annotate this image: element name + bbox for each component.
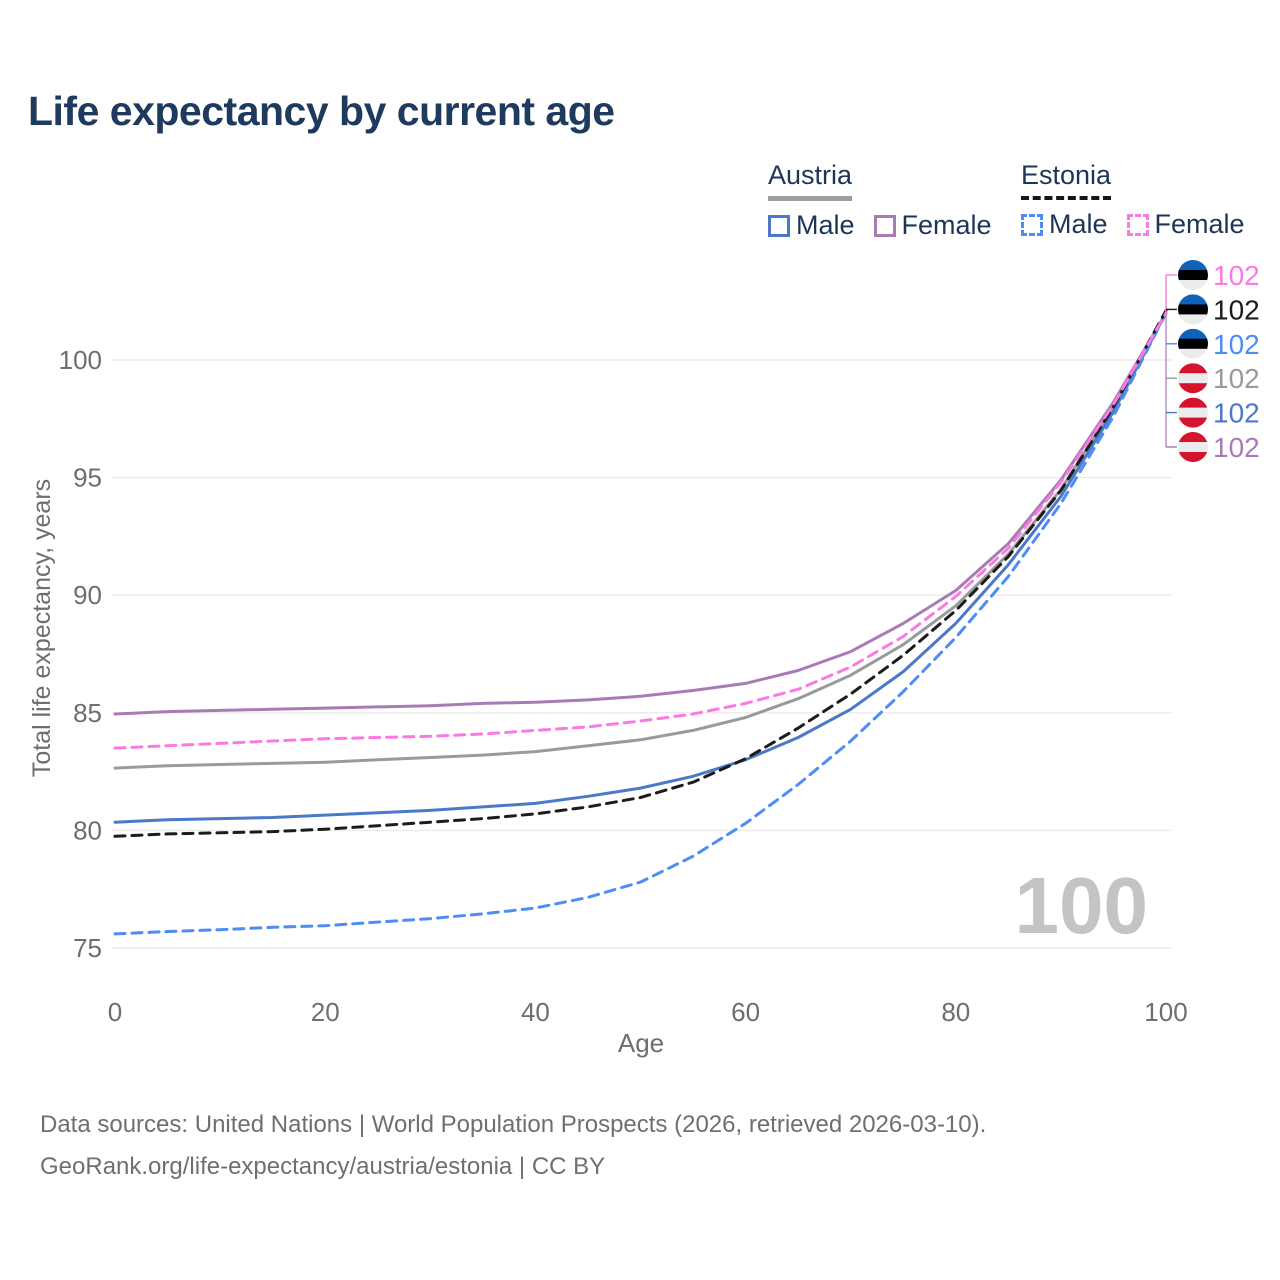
y-tick-75: 75	[73, 933, 102, 963]
end-label-3: 102	[1213, 363, 1260, 394]
legend-austria: Austria Male Female	[768, 160, 992, 241]
austria-flag-icon	[1178, 363, 1208, 394]
estonia-flag-icon	[1178, 260, 1208, 290]
y-tick-95: 95	[73, 463, 102, 493]
current-age-counter: 100	[1014, 861, 1148, 950]
x-tick-80: 80	[941, 997, 970, 1027]
legend-estonia-female-label: Female	[1154, 209, 1245, 239]
series-line-austria-both	[113, 311, 1168, 770]
legend-austria-male[interactable]: Male	[768, 210, 855, 241]
x-tick-100: 100	[1144, 997, 1187, 1027]
y-tick-85: 85	[73, 698, 102, 728]
series-line-austria-male	[113, 311, 1168, 824]
legend-estonia-female[interactable]: Female	[1126, 209, 1245, 240]
series-line-estonia-both	[113, 309, 1168, 838]
end-label-4: 102	[1213, 398, 1260, 429]
legend-estonia: Estonia Male Female	[1021, 160, 1245, 240]
legend-estonia-male-label: Male	[1049, 209, 1108, 239]
legend-austria-header: Austria	[768, 160, 853, 201]
estonia-male-swatch-icon	[1021, 213, 1043, 236]
austria-male-swatch-icon	[768, 214, 790, 237]
x-tick-0: 0	[108, 997, 122, 1027]
austria-female-swatch-icon	[873, 214, 896, 237]
x-tick-60: 60	[731, 997, 760, 1027]
page-title: Life expectancy by current age	[28, 88, 615, 134]
end-label-1: 102	[1213, 294, 1260, 325]
end-label-2: 102	[1213, 329, 1260, 360]
y-tick-90: 90	[73, 580, 102, 610]
austria-flag-icon	[1178, 397, 1208, 428]
end-label-5: 102	[1213, 432, 1260, 463]
y-tick-100: 100	[59, 345, 102, 375]
series-line-austria-female	[113, 311, 1168, 716]
footer-line-2: GeoRank.org/life-expectancy/austria/esto…	[40, 1153, 606, 1180]
x-axis-title: Age	[618, 1028, 664, 1058]
legend-austria-male-label: Male	[796, 210, 855, 240]
estonia-female-swatch-icon	[1126, 213, 1149, 236]
x-tick-40: 40	[521, 997, 550, 1027]
legend-estonia-header: Estonia	[1021, 160, 1112, 200]
series-line-estonia-female	[113, 311, 1168, 750]
x-tick-20: 20	[311, 997, 340, 1027]
y-tick-80: 80	[73, 815, 102, 845]
estonia-flag-icon	[1178, 294, 1208, 325]
data-sources-footer: Data sources: United Nations | World Pop…	[40, 1104, 986, 1188]
austria-flag-icon	[1178, 432, 1208, 462]
legend-estonia-male[interactable]: Male	[1021, 209, 1108, 240]
footer-line-1: Data sources: United Nations | World Pop…	[40, 1111, 987, 1138]
end-label-0: 102	[1213, 260, 1260, 291]
estonia-flag-icon	[1178, 328, 1208, 359]
series-line-estonia-male	[113, 311, 1168, 936]
legend-austria-female-label: Female	[901, 210, 992, 240]
legend-austria-female[interactable]: Female	[873, 210, 992, 241]
y-axis-title: Total life expectancy, years	[28, 479, 56, 777]
